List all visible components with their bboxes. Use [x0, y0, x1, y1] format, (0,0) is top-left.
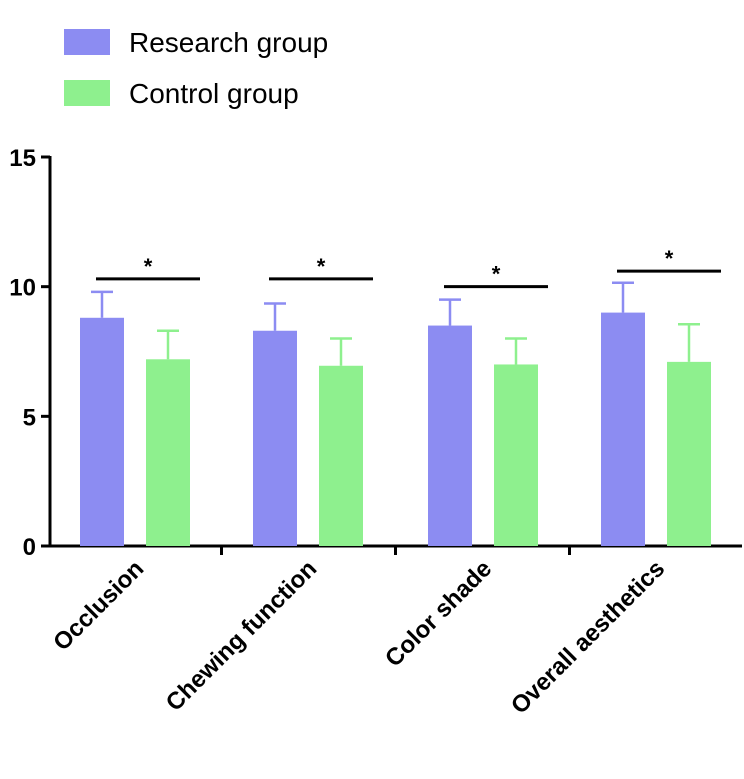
y-tick-label-10: 10	[9, 275, 36, 302]
bar-0-3	[601, 312, 645, 546]
y-tick-label-0: 0	[23, 534, 36, 561]
bar-1-0	[146, 359, 190, 546]
category-label-3: Overall aesthetics	[506, 555, 670, 719]
legend-swatch-0	[64, 29, 110, 55]
y-tick-label-15: 15	[9, 145, 36, 172]
sig-star-0: *	[144, 254, 153, 279]
legend-swatch-1	[64, 80, 110, 106]
bar-1-3	[667, 361, 711, 546]
bar-1-2	[494, 364, 538, 546]
y-tick-label-5: 5	[23, 404, 36, 431]
category-labels: Occlusion Chewing function Color shade Over…	[48, 555, 670, 719]
sig-star-1: *	[317, 254, 326, 279]
error-bars	[91, 281, 700, 366]
legend-label-0: Research group	[129, 27, 328, 58]
bar-0-1	[253, 330, 297, 546]
legend: Research group Control group	[64, 27, 328, 109]
sig-star-3: *	[665, 246, 674, 271]
sig-star-2: *	[492, 262, 501, 287]
significance-markers: * * * *	[96, 246, 721, 289]
category-label-1: Chewing function	[161, 555, 322, 716]
bar-0-2	[428, 325, 472, 546]
bar-0-0	[80, 317, 124, 546]
bar-1-1	[319, 365, 363, 546]
bars	[80, 312, 711, 546]
legend-label-1: Control group	[129, 78, 299, 109]
category-label-2: Color shade	[380, 555, 497, 672]
category-label-0: Occlusion	[48, 555, 149, 656]
